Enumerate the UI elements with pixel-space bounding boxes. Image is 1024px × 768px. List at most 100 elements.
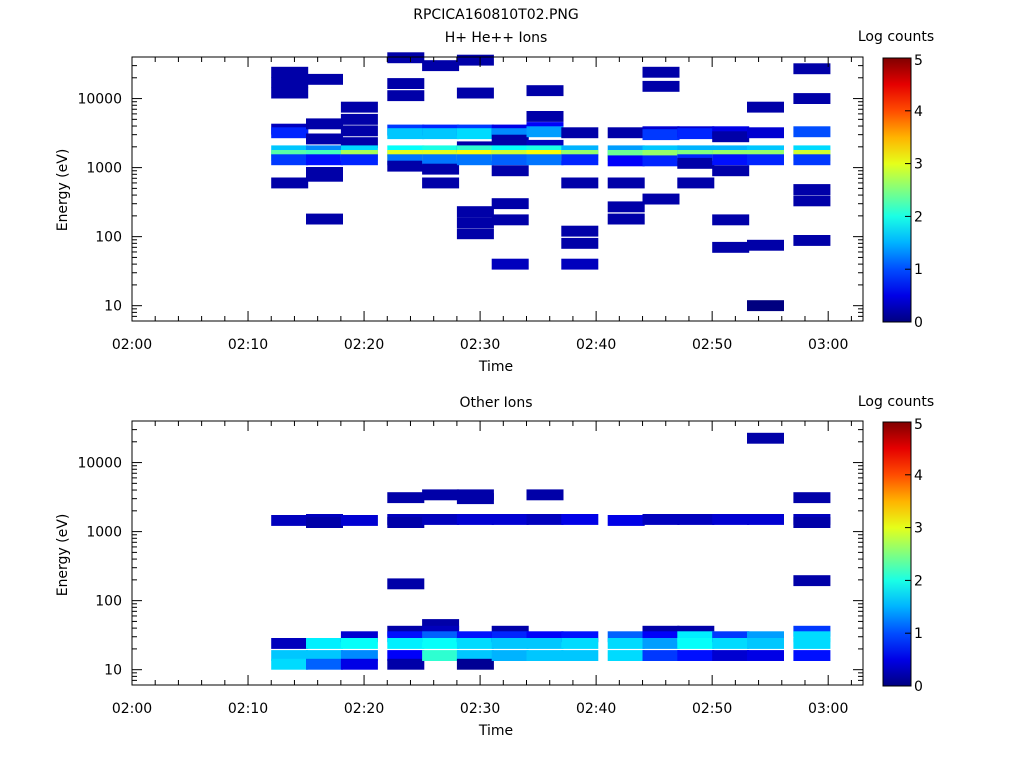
- heatmap-cell: [677, 178, 714, 189]
- heatmap-cell: [306, 638, 343, 649]
- heatmap-cell: [271, 659, 308, 670]
- heatmap-cell: [747, 102, 784, 113]
- heatmap-cell: [457, 206, 494, 217]
- heatmap-cell: [643, 650, 680, 661]
- colorbar-tick-label: 2: [914, 209, 923, 225]
- heatmap-cell: [712, 242, 749, 253]
- colorbar-tick-label: 3: [914, 521, 923, 537]
- heatmap-cell: [387, 128, 424, 139]
- heatmap-cell: [492, 198, 529, 209]
- heatmap-cell: [527, 489, 564, 500]
- heatmap-cell: [747, 300, 784, 311]
- y-axis-label: Energy (eV): [55, 149, 71, 232]
- heatmap-cell: [457, 128, 494, 139]
- heatmap-cell: [561, 514, 598, 525]
- panel-title: H+ He++ Ions: [445, 30, 548, 46]
- heatmap-cell: [492, 650, 529, 661]
- heatmap-cell: [387, 492, 424, 503]
- heatmap-cell: [608, 155, 645, 166]
- heatmap-cell: [422, 638, 459, 649]
- x-tick-label: 02:50: [692, 337, 732, 353]
- heatmap-cell: [643, 638, 680, 649]
- heatmap-cell: [747, 240, 784, 251]
- heatmap-cell: [712, 214, 749, 225]
- heatmap-cell: [387, 638, 424, 649]
- x-tick-label: 02:40: [576, 337, 616, 353]
- heatmap-cell: [561, 259, 598, 270]
- heatmap-cell: [387, 578, 424, 589]
- panel-other-ions: Other Ions02:00 02:10 02:20 02:30 02:40 02:50…: [55, 394, 934, 739]
- heatmap-cell: [747, 638, 784, 649]
- y-tick-label: 100: [95, 230, 122, 246]
- heatmap-cell: [561, 178, 598, 189]
- heatmap-cell: [492, 638, 529, 649]
- colorbar-label: Log counts: [858, 29, 934, 45]
- y-tick-label: 1000: [86, 525, 122, 541]
- y-tick-label: 10: [104, 299, 122, 315]
- x-tick-label: 02:20: [344, 701, 384, 717]
- heatmap-cell: [608, 201, 645, 212]
- heatmap-cell: [793, 650, 830, 661]
- x-tick-label: 02:10: [228, 701, 268, 717]
- heatmap-cell: [712, 650, 749, 661]
- heatmap-cell: [561, 127, 598, 138]
- heatmap-cell: [643, 194, 680, 205]
- heatmap-cell: [271, 127, 308, 138]
- heatmap-cell: [793, 492, 830, 503]
- heatmap-cell: [793, 517, 830, 528]
- heatmap-cell: [608, 638, 645, 649]
- heatmap-cell: [271, 67, 308, 78]
- heatmap-cell: [341, 659, 378, 670]
- heatmap-cell: [793, 154, 830, 165]
- heatmap-cell: [457, 493, 494, 504]
- heatmap-cell: [561, 650, 598, 661]
- heatmap-cell: [561, 238, 598, 249]
- heatmap-cell: [793, 126, 830, 137]
- heatmap-cell: [341, 638, 378, 649]
- colorbar-tick-label: 2: [914, 573, 923, 589]
- heatmap-cell: [561, 154, 598, 165]
- y-tick-label: 10000: [77, 456, 122, 472]
- heatmap-cell: [341, 154, 378, 165]
- heatmap-cell: [422, 128, 459, 139]
- x-tick-label: 03:00: [808, 337, 848, 353]
- heatmap-cell: [793, 63, 830, 74]
- heatmap-cell: [422, 178, 459, 189]
- heatmap-cell: [527, 638, 564, 649]
- heatmap-cell: [492, 154, 529, 165]
- heatmap-cell: [271, 515, 308, 526]
- heatmap-cell: [747, 127, 784, 138]
- colorbar-tick-label: 1: [914, 262, 923, 278]
- x-tick-label: 02:30: [460, 701, 500, 717]
- y-tick-label: 10: [104, 663, 122, 679]
- heatmap-cell: [387, 659, 424, 670]
- heatmap-cell: [341, 515, 378, 526]
- heatmap-cell: [608, 214, 645, 225]
- heatmap-cells: [271, 52, 830, 311]
- heatmap-cell: [677, 650, 714, 661]
- heatmap-cell: [457, 154, 494, 165]
- heatmap-cell: [422, 60, 459, 71]
- heatmap-cell: [271, 88, 308, 99]
- heatmap-cell: [793, 195, 830, 206]
- heatmap-cell: [527, 126, 564, 137]
- heatmap-cell: [793, 638, 830, 649]
- heatmap-cell: [643, 67, 680, 78]
- heatmap-cell: [306, 154, 343, 165]
- x-tick-label: 02:30: [460, 337, 500, 353]
- heatmap-cell: [561, 638, 598, 649]
- x-tick-label: 02:40: [576, 701, 616, 717]
- heatmap-cell: [422, 164, 459, 175]
- heatmap-cell: [306, 517, 343, 528]
- heatmap-cell: [677, 638, 714, 649]
- heatmap-cell: [271, 154, 308, 165]
- figure-title: RPCICA160810T02.PNG: [413, 7, 578, 23]
- heatmap-cell: [341, 125, 378, 136]
- heatmap-cell: [306, 134, 343, 145]
- heatmap-cell: [306, 74, 343, 85]
- heatmap-cell: [793, 93, 830, 104]
- heatmap-cell: [561, 226, 598, 237]
- panel-h-he-ions: H+ He++ Ions 02:00 02:10 02:20 02:30 02:40 02:…: [55, 29, 934, 375]
- heatmap-cell: [793, 235, 830, 246]
- heatmap-cell: [306, 659, 343, 670]
